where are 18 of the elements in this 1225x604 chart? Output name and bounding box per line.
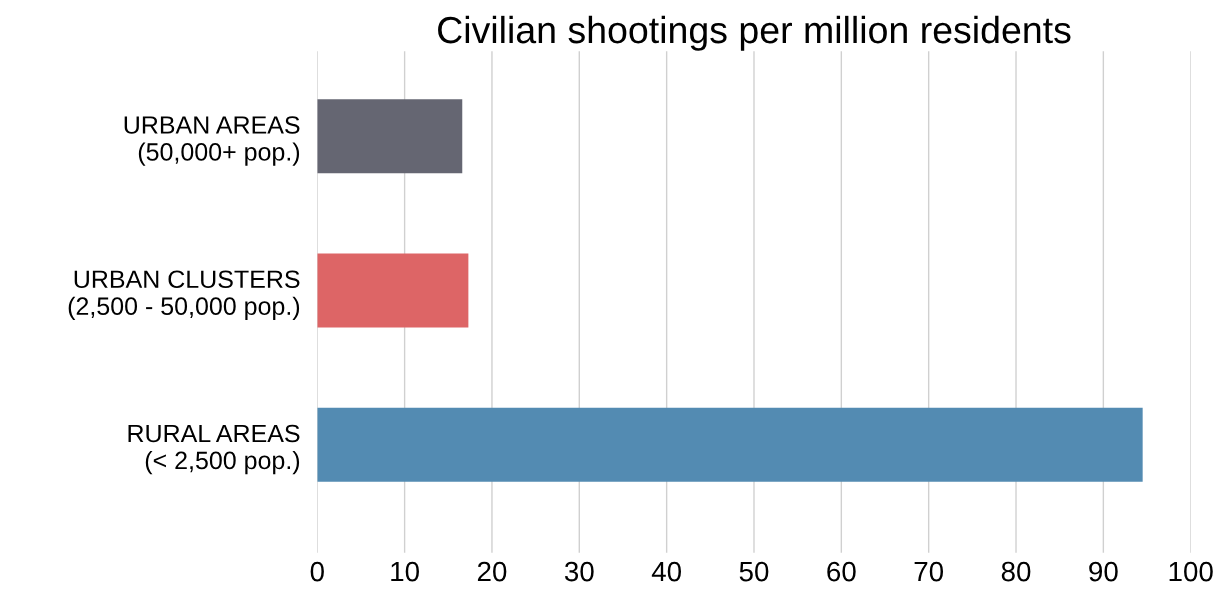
x-tick-label: 50	[739, 561, 769, 582]
x-tick-label: 60	[827, 561, 856, 582]
x-tick-label: 90	[1089, 561, 1118, 582]
bar	[317, 99, 463, 174]
x-tick-label: 20	[477, 561, 507, 582]
bar	[317, 253, 469, 328]
x-tick-label: 70	[914, 561, 944, 582]
x-tick-label: 80	[1001, 561, 1031, 582]
y-tick-label: URBAN CLUSTERS (2,500 - 50,000 pop.)	[68, 270, 300, 320]
y-tick-label: URBAN AREAS (50,000+ pop.)	[124, 116, 300, 166]
bar	[317, 407, 1143, 482]
x-tick-label: 30	[564, 561, 594, 582]
chart-title: Civilian shootings per million residents	[438, 15, 1071, 51]
x-tick-label: 100	[1169, 561, 1213, 582]
x-tick-label: 10	[391, 561, 419, 582]
x-tick-label: 0	[310, 561, 324, 582]
y-tick-label: RURAL AREAS (< 2,500 pop.)	[128, 424, 300, 475]
x-tick-label: 40	[651, 561, 682, 582]
